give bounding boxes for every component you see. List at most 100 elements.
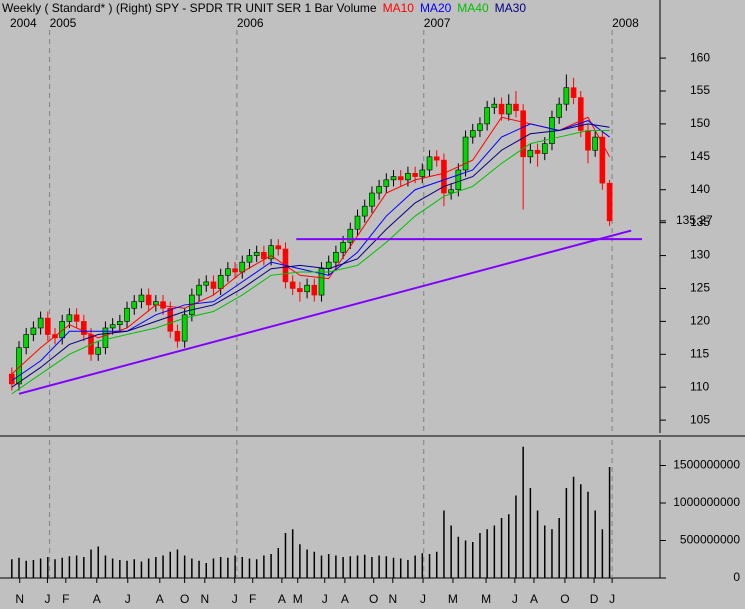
candle-body: [217, 275, 224, 289]
year-label: 2008: [612, 16, 639, 30]
candle-body: [160, 301, 166, 309]
year-label: 2006: [237, 16, 264, 30]
candle-body: [59, 321, 66, 339]
candle-body: [361, 205, 368, 217]
candle-body: [469, 130, 476, 138]
x-tick-label: M: [448, 592, 458, 606]
candle-body: [462, 136, 469, 171]
candle-body: [275, 245, 282, 250]
y-tick-label: 110: [690, 379, 709, 393]
candle-body: [225, 268, 231, 276]
x-tick-label: N: [388, 592, 397, 606]
candle-body: [203, 281, 210, 286]
candle-body: [304, 284, 310, 293]
x-tick-label: J: [232, 592, 238, 606]
y-tick-label: 130: [690, 248, 710, 262]
y-tick-label: 140: [690, 182, 710, 196]
trend-line: [18, 229, 632, 395]
candle-body: [196, 284, 202, 296]
candle-body: [354, 215, 361, 230]
y-tick-label: 105: [690, 412, 710, 426]
candle-body: [484, 107, 490, 125]
x-tick-label: J: [609, 592, 615, 606]
moving-average: [11, 123, 610, 388]
candle-body: [541, 143, 548, 154]
x-tick-label: A: [156, 592, 164, 606]
candle-body: [131, 301, 138, 309]
x-tick-label: O: [180, 592, 189, 606]
x-tick-label: J: [420, 592, 426, 606]
candle-body: [520, 110, 526, 158]
candle-body: [232, 268, 238, 273]
y-tick-label: 145: [690, 149, 710, 163]
candle-body: [390, 176, 397, 181]
chart-title: Weekly ( Standard* ) (Right) SPY - SPDR …: [2, 1, 377, 15]
last-price-label: 135.27: [676, 213, 713, 227]
legend-entry: MA40: [457, 1, 489, 15]
y-tick-label: 135: [690, 215, 710, 229]
candle-body: [477, 123, 483, 131]
candle-body: [246, 255, 253, 263]
candle-body: [527, 149, 534, 158]
candle-body: [66, 314, 73, 322]
y-tick-label: 1000000000: [673, 495, 740, 509]
header: Weekly ( Standard* ) (Right) SPY - SPDR …: [2, 1, 526, 15]
candle-body: [369, 192, 375, 207]
candle-body: [297, 288, 303, 293]
x-tick-label: A: [341, 592, 349, 606]
candle-body: [117, 321, 123, 325]
candle-body: [585, 130, 591, 151]
x-tick-label: O: [560, 592, 569, 606]
candle-body: [347, 228, 354, 243]
candle-body: [333, 251, 339, 263]
candle-body: [181, 314, 188, 342]
candle-body: [45, 317, 51, 335]
candle-body: [311, 284, 318, 296]
candle-body: [455, 169, 462, 191]
y-tick-label: 160: [690, 50, 710, 64]
legend-entry: MA20: [420, 1, 452, 15]
y-tick-label: 120: [690, 314, 710, 328]
x-tick-label: J: [125, 592, 131, 606]
candle-body: [174, 330, 181, 342]
candle-body: [167, 307, 174, 332]
candle-body: [210, 281, 217, 289]
candle-body: [433, 156, 440, 161]
candle-body: [73, 314, 80, 322]
candle-body: [138, 294, 145, 302]
candle-body: [412, 172, 418, 177]
candle-body: [570, 87, 577, 98]
legend-entry: MA30: [495, 1, 527, 15]
y-tick-label: 0: [733, 570, 740, 584]
candle-body: [441, 159, 447, 194]
candle-body: [426, 156, 433, 171]
x-tick-label: A: [93, 592, 101, 606]
candle-body: [405, 172, 411, 181]
candle-body: [253, 251, 260, 256]
candle-body: [95, 347, 102, 355]
x-tick-label: O: [369, 592, 378, 606]
x-tick-label: D: [590, 592, 599, 606]
candle-body: [109, 324, 116, 329]
candle-body: [491, 103, 498, 108]
x-tick-label: M: [481, 592, 491, 606]
candle-body: [340, 242, 346, 253]
candle-body: [534, 149, 541, 154]
x-tick-label: N: [15, 592, 24, 606]
candle-body: [37, 317, 44, 329]
y-tick-label: 125: [690, 281, 710, 295]
x-tick-label: A: [278, 592, 286, 606]
candle-body: [419, 169, 426, 177]
candle-body: [606, 182, 613, 222]
candle-body: [599, 136, 606, 184]
legend-entry: MA10: [383, 1, 415, 15]
candle-body: [124, 307, 130, 322]
y-tick-label: 155: [690, 83, 710, 97]
x-tick-label: N: [200, 592, 209, 606]
y-tick-label: 1500000000: [673, 458, 740, 472]
candle-body: [383, 179, 390, 187]
x-tick-label: A: [530, 592, 538, 606]
y-tick-label: 150: [690, 116, 710, 130]
candle-body: [30, 327, 37, 335]
